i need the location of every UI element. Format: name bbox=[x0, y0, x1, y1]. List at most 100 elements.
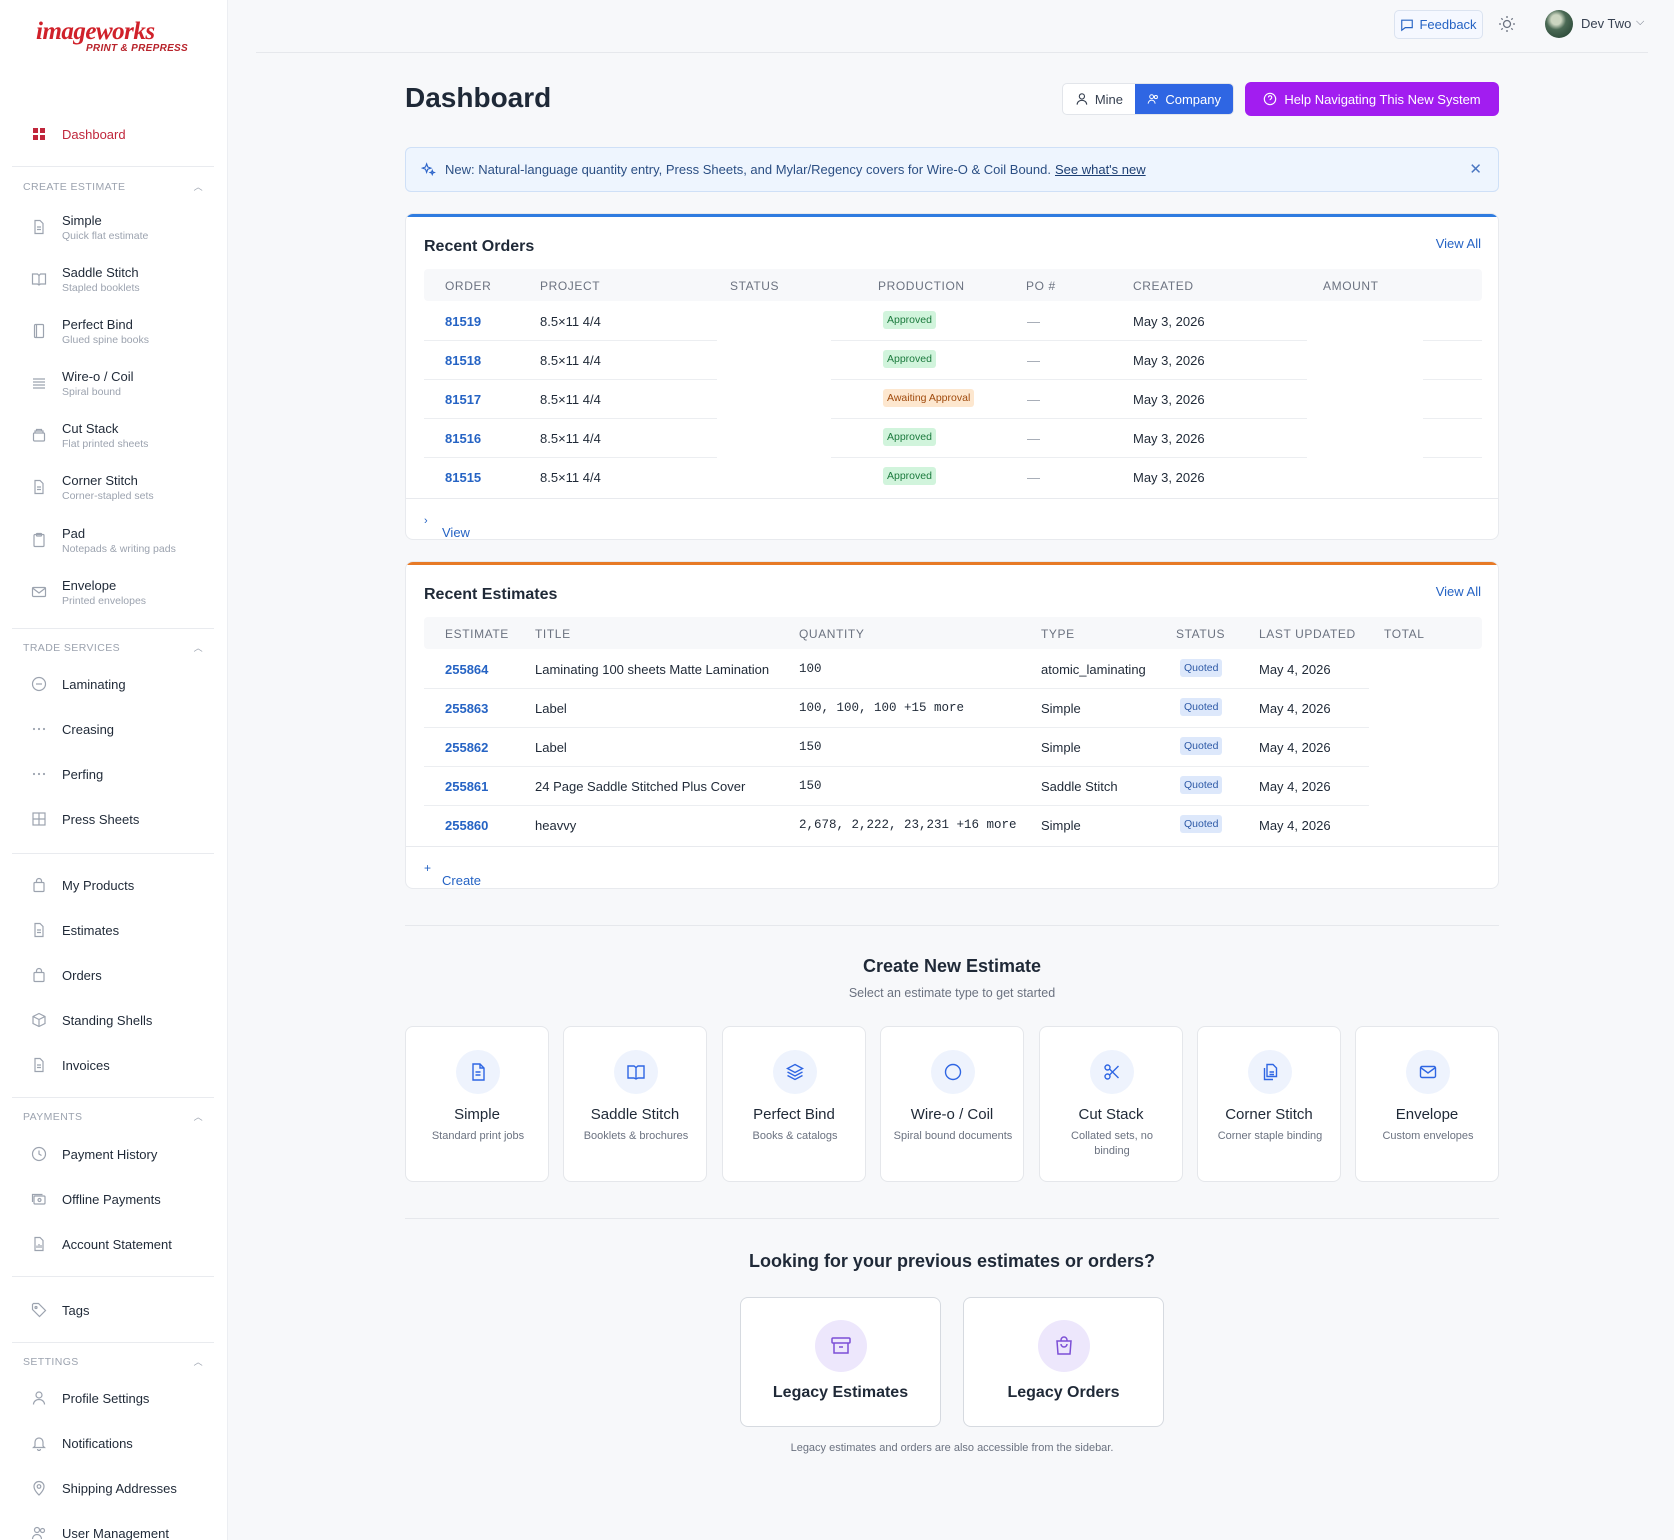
create-new-estimate-link[interactable]: Create new estimate + bbox=[424, 860, 481, 888]
sidebar-item-creasing[interactable]: Creasing bbox=[12, 707, 214, 751]
row-divider bbox=[424, 805, 1369, 806]
sidebar-item-payment-history[interactable]: Payment History bbox=[12, 1132, 214, 1176]
table-row[interactable]: 255860 heavvy 2,678, 2,222, 23,231 +16 m… bbox=[424, 806, 1482, 844]
help-navigating-button[interactable]: Help Navigating This New System bbox=[1245, 82, 1499, 116]
sidebar-item-sublabel: Quick flat estimate bbox=[62, 229, 149, 242]
table-row[interactable]: 255861 24 Page Saddle Stitched Plus Cove… bbox=[424, 767, 1482, 805]
sidebar-item-standing-shells[interactable]: Standing Shells bbox=[12, 998, 214, 1042]
estimate-number-link[interactable]: 255862 bbox=[445, 740, 489, 755]
column-header[interactable]: CREATED bbox=[1133, 279, 1194, 293]
estimate-title: Label bbox=[535, 740, 567, 755]
sidebar-item-pad[interactable]: Pad Notepads & writing pads bbox=[12, 518, 214, 562]
table-row[interactable]: 81515 8.5×11 4/4 Approved — May 3, 2026 bbox=[424, 458, 1482, 496]
sidebar-item-invoices[interactable]: Invoices bbox=[12, 1043, 214, 1087]
estimate-type-perfect-bind[interactable]: Perfect Bind Books & catalogs bbox=[722, 1026, 866, 1182]
table-row[interactable]: 81516 8.5×11 4/4 Approved — May 3, 2026 bbox=[424, 419, 1482, 457]
chevron-down-icon[interactable]: ⌵ bbox=[1636, 16, 1645, 28]
estimate-number-link[interactable]: 255863 bbox=[445, 701, 489, 716]
create-new-estimate-subtitle: Select an estimate type to get started bbox=[848, 986, 1056, 1000]
column-header[interactable]: PROJECT bbox=[540, 279, 601, 293]
estimate-number-link[interactable]: 255864 bbox=[445, 662, 489, 677]
table-row[interactable]: 81519 8.5×11 4/4 Approved — May 3, 2026 bbox=[424, 302, 1482, 340]
sidebar-item-estimates[interactable]: Estimates bbox=[12, 908, 214, 952]
order-number-link[interactable]: 81515 bbox=[445, 470, 482, 485]
section-settings[interactable]: SETTINGS ︿ bbox=[23, 1355, 203, 1368]
see-whats-new-link[interactable]: See what's new bbox=[1054, 162, 1146, 177]
estimate-type-cut-stack[interactable]: Cut Stack Collated sets, no binding bbox=[1039, 1026, 1183, 1182]
section-create-estimate[interactable]: CREATE ESTIMATE ︿ bbox=[23, 180, 203, 193]
column-header[interactable]: TITLE bbox=[535, 627, 571, 641]
estimate-number-link[interactable]: 255861 bbox=[445, 779, 489, 794]
table-row[interactable]: 81518 8.5×11 4/4 Approved — May 3, 2026 bbox=[424, 341, 1482, 379]
column-header[interactable]: STATUS bbox=[730, 279, 780, 293]
sidebar-item-saddle-stitch[interactable]: Saddle Stitch Stapled booklets bbox=[12, 257, 214, 301]
estimate-type-envelope[interactable]: Envelope Custom envelopes bbox=[1355, 1026, 1499, 1182]
order-number-link[interactable]: 81517 bbox=[445, 392, 482, 407]
book-open-icon bbox=[30, 270, 48, 288]
sidebar-item-user-management[interactable]: User Management bbox=[12, 1511, 214, 1540]
sidebar-item-perfect-bind[interactable]: Perfect Bind Glued spine books bbox=[12, 309, 214, 353]
column-header[interactable]: PO # bbox=[1026, 279, 1056, 293]
sidebar-item-label: Pad bbox=[62, 525, 86, 541]
legacy-orders-card[interactable]: Legacy Orders bbox=[963, 1297, 1164, 1427]
column-header[interactable]: QUANTITY bbox=[799, 627, 865, 641]
avatar[interactable] bbox=[1545, 10, 1573, 38]
order-number-link[interactable]: 81516 bbox=[445, 431, 482, 446]
sidebar-item-my-products[interactable]: My Products bbox=[12, 863, 214, 907]
sidebar-item-corner-stitch[interactable]: Corner Stitch Corner-stapled sets bbox=[12, 465, 214, 509]
view-all-orders-link[interactable]: View all orders › bbox=[424, 512, 470, 539]
estimate-type-corner-stitch[interactable]: Corner Stitch Corner staple binding bbox=[1197, 1026, 1341, 1182]
dots-icon bbox=[30, 765, 48, 783]
estimate-type-simple[interactable]: Simple Standard print jobs bbox=[405, 1026, 549, 1182]
sidebar-item-envelope[interactable]: Envelope Printed envelopes bbox=[12, 570, 214, 614]
sidebar-item-simple[interactable]: Simple Quick flat estimate bbox=[12, 205, 214, 249]
order-number-link[interactable]: 81518 bbox=[445, 353, 482, 368]
sidebar-item-offline-payments[interactable]: Offline Payments bbox=[12, 1177, 214, 1221]
sun-icon[interactable] bbox=[1497, 14, 1517, 34]
feedback-button[interactable]: Feedback bbox=[1394, 10, 1483, 39]
sidebar-item-profile-settings[interactable]: Profile Settings bbox=[12, 1376, 214, 1420]
estimate-type-saddle-stitch[interactable]: Saddle Stitch Booklets & brochures bbox=[563, 1026, 707, 1182]
table-row[interactable]: 255864 Laminating 100 sheets Matte Lamin… bbox=[424, 650, 1482, 688]
column-header[interactable]: TYPE bbox=[1041, 627, 1075, 641]
brand-logo[interactable]: imageworks PRINT & PREPRESS bbox=[36, 19, 188, 54]
section-trade-services[interactable]: TRADE SERVICES ︿ bbox=[23, 641, 203, 654]
column-header[interactable]: ESTIMATE bbox=[445, 627, 509, 641]
column-header[interactable]: PRODUCTION bbox=[878, 279, 965, 293]
sidebar-item-sublabel: Corner-stapled sets bbox=[62, 489, 154, 502]
mine-toggle-button[interactable]: Mine bbox=[1063, 84, 1135, 114]
status-badge: Quoted bbox=[1180, 659, 1223, 677]
sidebar-item-notifications[interactable]: Notifications bbox=[12, 1421, 214, 1465]
orders-view-all-link[interactable]: View All bbox=[1435, 236, 1481, 251]
section-payments[interactable]: PAYMENTS ︿ bbox=[23, 1110, 203, 1123]
estimates-view-all-link[interactable]: View All bbox=[1435, 584, 1481, 599]
estimate-type-wire-o-coil[interactable]: Wire-o / Coil Spiral bound documents bbox=[880, 1026, 1024, 1182]
order-po: — bbox=[1027, 470, 1040, 485]
user-menu-name[interactable]: Dev Two bbox=[1581, 16, 1632, 31]
sidebar-item-tags[interactable]: Tags bbox=[12, 1288, 214, 1332]
column-header[interactable]: TOTAL bbox=[1384, 627, 1425, 641]
sidebar-item-account-statement[interactable]: Account Statement bbox=[12, 1222, 214, 1266]
legacy-estimates-card[interactable]: Legacy Estimates bbox=[740, 1297, 941, 1427]
table-row[interactable]: 255862 Label 150 Simple Quoted May 4, 20… bbox=[424, 728, 1482, 766]
sidebar-item-label: Perfect Bind bbox=[62, 316, 133, 332]
table-row[interactable]: 255863 Label 100, 100, 100 +15 more Simp… bbox=[424, 689, 1482, 727]
sidebar-item-orders[interactable]: Orders bbox=[12, 953, 214, 997]
column-header[interactable]: AMOUNT bbox=[1323, 279, 1379, 293]
sidebar-item-cut-stack[interactable]: Cut Stack Flat printed sheets bbox=[12, 413, 214, 457]
sidebar-item-laminating[interactable]: Laminating bbox=[12, 662, 214, 706]
column-header[interactable]: ORDER bbox=[445, 279, 492, 293]
sidebar-item-wire-o-coil[interactable]: Wire-o / Coil Spiral bound bbox=[12, 361, 214, 405]
table-row[interactable]: 81517 8.5×11 4/4 Awaiting Approval — May… bbox=[424, 380, 1482, 418]
estimate-number-link[interactable]: 255860 bbox=[445, 818, 489, 833]
company-toggle-button[interactable]: Company bbox=[1135, 84, 1233, 114]
tile-name: Corner Stitch bbox=[1225, 1106, 1313, 1123]
column-header[interactable]: LAST UPDATED bbox=[1259, 627, 1356, 641]
sidebar-item-dashboard[interactable]: Dashboard bbox=[12, 112, 214, 156]
sidebar-item-press-sheets[interactable]: Press Sheets bbox=[12, 797, 214, 841]
close-icon[interactable]: ✕ bbox=[1469, 161, 1482, 178]
sidebar-item-perfing[interactable]: Perfing bbox=[12, 752, 214, 796]
column-header[interactable]: STATUS bbox=[1176, 627, 1226, 641]
sidebar-item-shipping-addresses[interactable]: Shipping Addresses bbox=[12, 1466, 214, 1510]
order-number-link[interactable]: 81519 bbox=[445, 314, 482, 329]
